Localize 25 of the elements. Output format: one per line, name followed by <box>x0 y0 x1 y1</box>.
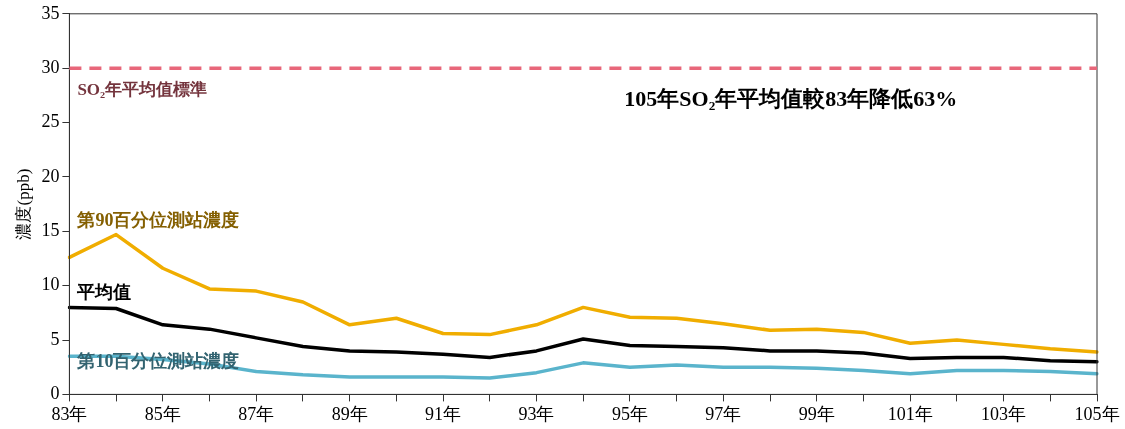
y-tick-label: 25 <box>41 111 60 132</box>
x-tick-label: 95年 <box>611 403 648 424</box>
y-axis-title: 濃度(ppb) <box>13 168 33 240</box>
x-tick-label: 101年 <box>887 403 933 424</box>
series-label: 平均值 <box>76 282 132 303</box>
y-tick-label: 20 <box>41 165 60 186</box>
x-tick-label: 85年 <box>144 403 181 424</box>
ref-line-label: SO₂年平均值標準 <box>77 80 208 100</box>
y-tick-label: 5 <box>50 328 60 349</box>
x-tick-label: 83年 <box>51 403 88 424</box>
y-tick-label: 35 <box>41 2 60 23</box>
x-tick-label: 103年 <box>981 403 1027 424</box>
annotation: 105年SO₂年平均值較83年降低63% <box>624 86 958 112</box>
series-label: 第90百分位測站濃度 <box>76 210 240 231</box>
x-tick-label: 97年 <box>705 403 742 424</box>
y-tick-label: 0 <box>50 383 60 404</box>
x-tick-label: 89年 <box>331 403 368 424</box>
x-tick-label: 91年 <box>425 403 462 424</box>
x-tick-label: 93年 <box>518 403 555 424</box>
x-tick-label: 99年 <box>798 403 835 424</box>
y-tick-label: 30 <box>41 56 60 77</box>
x-tick-label: 105年 <box>1074 403 1120 424</box>
x-tick-label: 87年 <box>238 403 275 424</box>
y-tick-label: 15 <box>41 220 60 241</box>
y-tick-label: 10 <box>41 274 60 295</box>
